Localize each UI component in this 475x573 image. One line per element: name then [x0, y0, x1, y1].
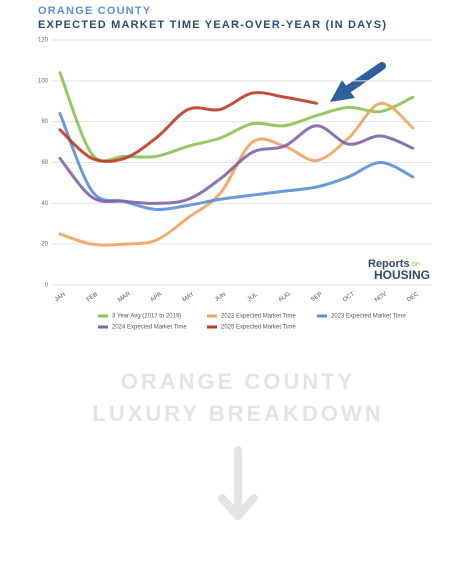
y-tick-label: 40 [41, 201, 48, 207]
footer-line: LUXURY BREAKDOWN [92, 401, 383, 426]
series-line [58, 124, 415, 205]
y-tick-label: 100 [38, 78, 49, 84]
legend-label: 2025 Expected Market Time [221, 325, 296, 331]
chart-title: EXPECTED MARKET TIME YEAR-OVER-YEAR (IN … [38, 19, 387, 31]
y-tick-label: 120 [38, 38, 49, 44]
arrow-head [330, 80, 355, 102]
x-tick-label: OCT [342, 291, 356, 303]
x-tick-label: JAN [54, 292, 67, 303]
legend-label: 2023 Expected Market Time [331, 314, 406, 320]
x-tick-label: AUG [278, 291, 292, 304]
arrow [330, 62, 386, 102]
x-tick-label: APR [150, 291, 164, 303]
x-tick-label: NOV [374, 291, 388, 303]
series-line [58, 71, 415, 163]
legend-label: 3 Year Avg (2017 to 2019) [112, 314, 181, 320]
x-tick-label: DEC [406, 291, 420, 304]
x-tick-label: JUL [247, 292, 260, 303]
kicker: ORANGE COUNTY [38, 5, 151, 17]
x-tick-label: JUN [214, 292, 227, 304]
x-tick-label: SEP [310, 292, 323, 304]
x-tick-label: FEB [86, 292, 99, 304]
logo-main: Reports [368, 258, 410, 270]
y-tick-label: 60 [41, 160, 48, 166]
logo: Reports on HOUSING [368, 258, 430, 282]
y-tick-label: 80 [41, 119, 48, 125]
legend-label: 2022 Expected Market Time [221, 314, 296, 320]
footer-line: ORANGE COUNTY [121, 369, 356, 394]
y-tick-label: 0 [45, 283, 49, 289]
down-arrow [218, 446, 258, 520]
x-tick-label: MAR [117, 291, 132, 304]
legend-label: 2024 Expected Market Time [112, 325, 187, 331]
logo-small: on [412, 261, 420, 268]
x-tick-label: MAY [182, 291, 196, 303]
series-line [58, 101, 415, 247]
y-tick-label: 20 [41, 242, 48, 248]
series-line [58, 91, 319, 163]
arrow-shaft [340, 62, 386, 96]
down-arrow-head [218, 494, 258, 520]
logo-sub: HOUSING [374, 268, 430, 282]
